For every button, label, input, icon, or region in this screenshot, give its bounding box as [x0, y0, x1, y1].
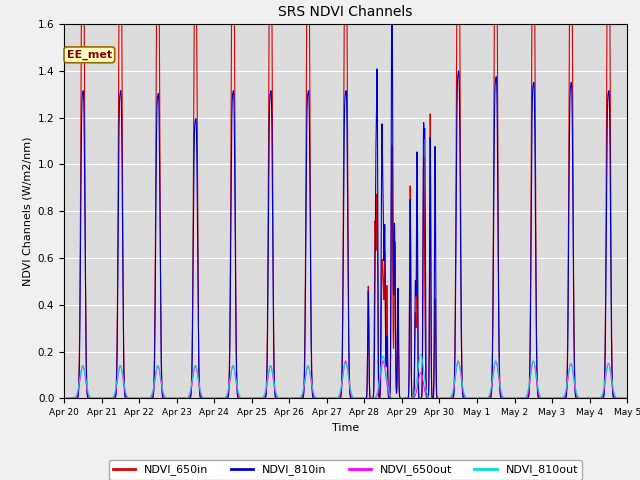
NDVI_650out [623, 396, 631, 401]
NDVI_650in [180, 396, 188, 401]
NDVI_650in [424, 396, 431, 401]
NDVI_810in [424, 396, 431, 401]
Line: NDVI_810out: NDVI_810out [64, 354, 627, 398]
NDVI_810out [424, 392, 431, 397]
NDVI_810in [175, 396, 182, 401]
Text: EE_met: EE_met [67, 50, 112, 60]
NDVI_650out [621, 396, 629, 401]
NDVI_650in [504, 396, 511, 401]
Title: SRS NDVI Channels: SRS NDVI Channels [278, 5, 413, 19]
NDVI_810in [60, 396, 68, 401]
NDVI_810out [180, 396, 188, 401]
NDVI_650in [271, 386, 278, 392]
NDVI_650in [621, 396, 629, 401]
NDVI_810out [60, 396, 68, 401]
NDVI_650in [60, 396, 68, 401]
Y-axis label: NDVI Channels (W/m2/nm): NDVI Channels (W/m2/nm) [22, 136, 32, 286]
NDVI_810in [623, 396, 631, 401]
Line: NDVI_650in: NDVI_650in [64, 0, 627, 398]
NDVI_810out [504, 396, 511, 401]
X-axis label: Time: Time [332, 423, 359, 432]
NDVI_650out [60, 396, 68, 401]
NDVI_810out [271, 384, 278, 390]
NDVI_810out [175, 396, 182, 401]
NDVI_810in [504, 396, 511, 401]
Line: NDVI_810in: NDVI_810in [64, 0, 627, 398]
NDVI_650out [180, 396, 188, 401]
NDVI_650out [271, 387, 278, 393]
NDVI_810in [271, 391, 278, 396]
NDVI_810out [417, 351, 424, 357]
NDVI_650out [175, 396, 182, 401]
Line: NDVI_650out: NDVI_650out [64, 361, 627, 398]
NDVI_810in [180, 396, 188, 401]
NDVI_650out [504, 396, 511, 401]
NDVI_650in [175, 396, 182, 401]
NDVI_650out [424, 395, 431, 400]
Legend: NDVI_650in, NDVI_810in, NDVI_650out, NDVI_810out: NDVI_650in, NDVI_810in, NDVI_650out, NDV… [109, 460, 582, 480]
NDVI_810out [621, 396, 629, 401]
NDVI_810in [621, 396, 629, 401]
NDVI_810out [623, 396, 631, 401]
NDVI_650in [623, 396, 631, 401]
NDVI_650out [529, 358, 537, 364]
NDVI_650in [398, 396, 406, 401]
